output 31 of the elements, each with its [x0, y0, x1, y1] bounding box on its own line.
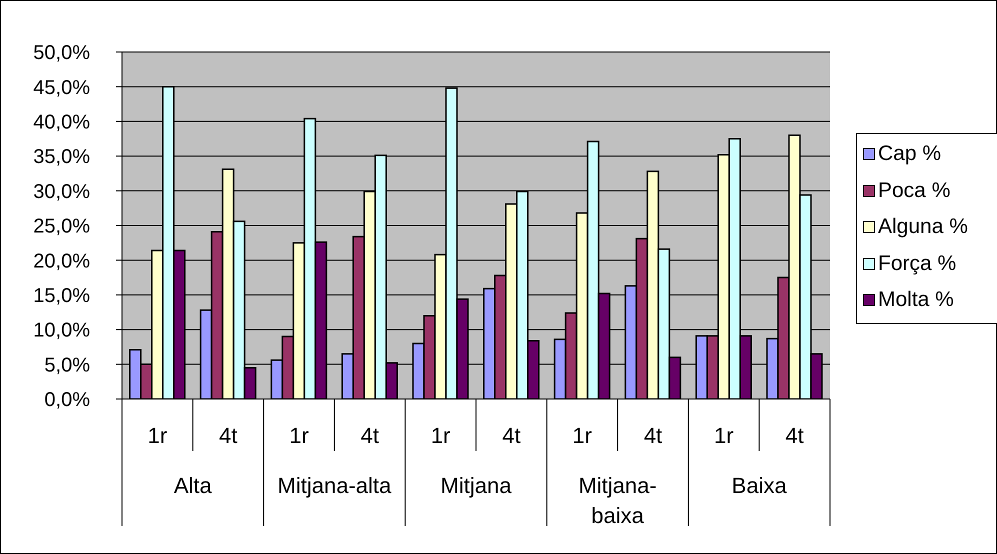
y-tick-label: 0,0% [44, 389, 90, 412]
text: Mitjana [440, 473, 512, 498]
y-tick-label: 5,0% [44, 354, 90, 376]
x-tick-label: 1r [148, 423, 168, 448]
y-tick-label: 35,0% [33, 146, 90, 168]
x-tick-label: 4t [502, 423, 521, 448]
x-tick-label: 4t [360, 423, 379, 448]
text: Alta [174, 473, 213, 498]
legend-label: Cap % [878, 142, 942, 166]
x-tick-label: 4t [785, 423, 804, 448]
legend-label: Força % [878, 252, 956, 276]
x-tick-label: 1r [714, 423, 734, 448]
y-tick-label: 40,0% [33, 112, 90, 134]
y-tick-label: 20,0% [33, 250, 90, 272]
y-tick-label: 10,0% [33, 320, 90, 342]
x-tick-label: 4t [219, 423, 238, 448]
x-tick-label: 1r [430, 423, 450, 448]
legend-label: Alguna % [878, 215, 968, 240]
y-tick-label: 25,0% [33, 216, 90, 238]
y-tick-label: 30,0% [33, 180, 90, 203]
text: Mitjana-alta [278, 473, 392, 498]
legend-label: Molta % [878, 288, 954, 312]
text: Mitjana-baixa [578, 473, 657, 528]
text: Baixa [732, 473, 788, 498]
x-tick-label: 4t [644, 423, 662, 448]
y-tick-label: 45,0% [33, 76, 90, 99]
y-tick-label: 15,0% [33, 285, 90, 307]
legend-label: Poca % [878, 178, 950, 203]
y-tick-label: 50,0% [33, 42, 90, 64]
x-tick-label: 1r [572, 423, 592, 448]
x-tick-label: 1r [289, 423, 309, 448]
